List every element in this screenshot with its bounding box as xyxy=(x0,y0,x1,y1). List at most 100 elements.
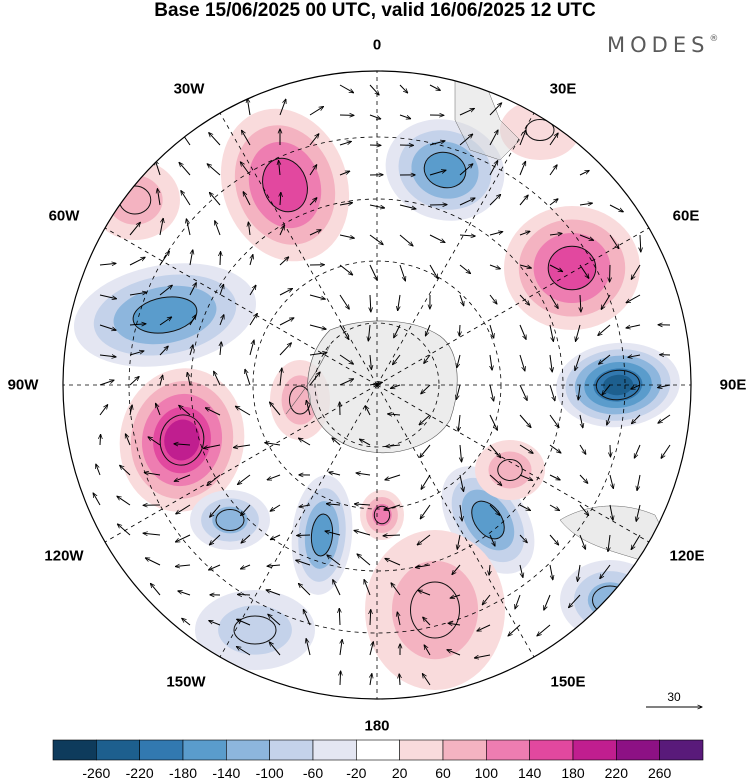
wind-vector xyxy=(489,103,502,116)
wind-vector xyxy=(519,130,526,146)
wind-vector xyxy=(175,565,191,567)
wind-vector xyxy=(144,473,161,475)
wind-vector xyxy=(576,324,581,341)
anomaly-cell xyxy=(262,158,308,212)
wind-vector xyxy=(519,504,530,510)
wind-vector xyxy=(459,264,471,274)
latitude-circle xyxy=(314,322,440,448)
anomaly-cell xyxy=(391,560,479,660)
wind-vector xyxy=(519,414,531,428)
wind-vector xyxy=(420,504,431,519)
wind-vector xyxy=(99,324,116,330)
wind-vector xyxy=(268,614,281,626)
wind-vector xyxy=(399,204,416,209)
wind-vector xyxy=(309,353,327,355)
wind-vector xyxy=(280,368,282,386)
wind-vector xyxy=(631,384,641,389)
wind-vector xyxy=(99,355,116,357)
wind-vector xyxy=(452,564,461,575)
wind-vector xyxy=(209,534,221,545)
wind-vector xyxy=(129,257,145,266)
wind-vector xyxy=(175,534,191,542)
wind-vector xyxy=(549,233,562,235)
wind-vector xyxy=(450,594,461,598)
wind-vector xyxy=(489,474,502,486)
lon-label-30w: 30W xyxy=(173,80,205,98)
wind-vector xyxy=(179,405,191,416)
colorbar-tick-label: -220 xyxy=(125,765,154,781)
wind-vector xyxy=(241,534,251,543)
wind-vector xyxy=(658,414,671,423)
wind-vector xyxy=(159,285,172,296)
wind-vector xyxy=(459,134,473,146)
wind-vector xyxy=(150,583,161,596)
wind-vector xyxy=(609,234,619,249)
wind-vector xyxy=(489,324,494,338)
wind-vector xyxy=(360,439,371,446)
wind-vector xyxy=(634,444,641,458)
lon-label-30e: 30E xyxy=(549,80,577,98)
wind-vector xyxy=(299,505,311,507)
wind-vector xyxy=(508,624,521,636)
colorbar-tick-label: 220 xyxy=(604,765,629,781)
anomaly-contour xyxy=(310,513,334,557)
wind-vector xyxy=(309,107,323,116)
wind-vector xyxy=(279,160,280,176)
wind-vector xyxy=(489,264,500,269)
lon-label-60e: 60E xyxy=(672,207,700,225)
wind-vector xyxy=(477,624,491,631)
wind-vector xyxy=(549,165,557,176)
meridian-line xyxy=(376,384,538,663)
wind-vector xyxy=(326,504,341,505)
wind-vector xyxy=(459,294,464,306)
colorbar-segment xyxy=(226,739,270,761)
wind-vector xyxy=(250,255,253,266)
wind-vector xyxy=(100,434,101,446)
wind-vector xyxy=(549,133,558,146)
wind-vector xyxy=(207,474,221,486)
anomaly-cell xyxy=(107,175,163,225)
wind-vector xyxy=(628,355,641,357)
wind-vector xyxy=(117,496,131,506)
wind-vector xyxy=(398,294,400,311)
anomaly-cell xyxy=(488,451,532,489)
wind-vector xyxy=(369,204,385,208)
wind-vector xyxy=(130,405,132,416)
anomaly-contour xyxy=(159,414,205,466)
wind-vector xyxy=(189,345,193,356)
wind-vector xyxy=(424,645,431,656)
wind-vector xyxy=(339,264,353,275)
wind-vector xyxy=(125,434,131,446)
wind-vector xyxy=(270,534,281,540)
wind-vector xyxy=(340,671,341,686)
wind-vector xyxy=(579,234,594,240)
wind-vector xyxy=(519,444,533,453)
wind-vector xyxy=(215,221,221,236)
wind-vector xyxy=(519,564,523,577)
wind-vector xyxy=(579,474,588,483)
wind-vector xyxy=(249,340,254,356)
wind-vector xyxy=(424,354,431,363)
wind-vector xyxy=(519,294,530,305)
wind-vector xyxy=(489,534,495,546)
anomaly-cell xyxy=(164,419,200,461)
wind-vector xyxy=(279,289,292,296)
anomaly-contour xyxy=(233,615,277,645)
wind-vector xyxy=(423,617,431,626)
wind-vector xyxy=(544,594,551,610)
meridian-line xyxy=(216,107,378,386)
wind-vector xyxy=(265,443,281,445)
wind-vector xyxy=(448,623,461,625)
wind-vector xyxy=(339,608,340,626)
wind-vector xyxy=(174,474,191,481)
wind-vector xyxy=(176,504,191,514)
colorbar-segment xyxy=(139,739,184,761)
wind-vector xyxy=(519,474,533,480)
anomaly-cell xyxy=(372,503,392,527)
wind-vector xyxy=(370,674,372,686)
colorbar-segment xyxy=(572,739,617,761)
wind-vector xyxy=(241,504,251,516)
lon-label-60w: 60W xyxy=(48,207,80,225)
wind-vector xyxy=(299,438,311,446)
wind-vector xyxy=(309,134,319,146)
